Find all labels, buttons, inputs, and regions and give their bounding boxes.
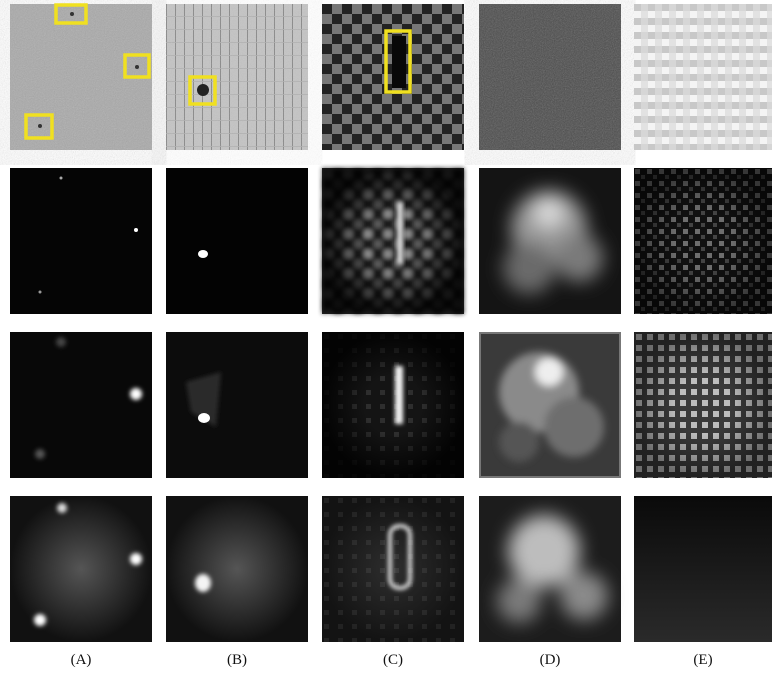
image-part	[544, 397, 604, 457]
image-part	[130, 553, 142, 565]
column-label: (B)	[227, 652, 247, 668]
image-part	[634, 4, 772, 150]
image-part	[198, 413, 210, 423]
tile-d1	[479, 4, 621, 150]
tile-c4	[322, 496, 464, 642]
column-label: (D)	[540, 652, 561, 668]
image-part	[634, 168, 772, 314]
column-label: (A)	[71, 652, 92, 668]
image-part	[322, 168, 464, 314]
image-part	[634, 496, 772, 642]
tile-e2	[634, 168, 772, 314]
image-part	[166, 4, 308, 150]
image-part	[39, 291, 42, 294]
image-part	[10, 496, 152, 642]
image-part	[135, 65, 139, 69]
tile-a1	[10, 4, 152, 150]
image-part	[499, 422, 539, 462]
tile-c2	[322, 168, 464, 314]
tile-b2	[166, 168, 308, 314]
page: (A) (B) (C) (D) (E) (() => { const data …	[0, 0, 774, 674]
image-part	[555, 234, 603, 282]
image-part	[497, 579, 541, 623]
image-part	[70, 12, 74, 16]
image-part	[634, 332, 772, 478]
image-part	[479, 4, 621, 150]
image-part	[34, 614, 46, 626]
image-part	[322, 496, 464, 642]
tile-c1	[322, 4, 464, 150]
image-part	[166, 168, 308, 314]
image-part	[134, 228, 138, 232]
image-part	[508, 515, 580, 587]
tile-a2	[10, 168, 152, 314]
image-part	[35, 449, 45, 459]
image-part	[195, 574, 211, 592]
image-part	[130, 388, 142, 400]
tile-e1	[634, 4, 772, 150]
tile-d3	[479, 332, 621, 478]
tile-d2	[479, 168, 621, 314]
image-part	[535, 199, 563, 227]
image-part	[10, 168, 152, 314]
image-part	[397, 202, 403, 264]
image-part	[166, 332, 308, 478]
image-part	[198, 250, 208, 258]
tile-b4	[166, 496, 308, 642]
figure: (A) (B) (C) (D) (E)	[0, 0, 774, 674]
image-part	[560, 572, 608, 620]
image-part	[57, 503, 67, 513]
image-part	[395, 366, 403, 424]
tile-d4	[479, 496, 621, 642]
image-part	[166, 496, 308, 642]
tile-a3	[10, 332, 152, 478]
image-part	[535, 358, 563, 386]
image-part	[10, 332, 152, 478]
tile-a4	[10, 496, 152, 642]
tile-c3	[322, 332, 464, 478]
image-part	[392, 36, 406, 88]
image-part	[60, 177, 63, 180]
image-part	[38, 124, 42, 128]
image-part	[197, 84, 209, 96]
tile-e4	[634, 496, 772, 642]
image-part	[56, 337, 66, 347]
column-label: (C)	[383, 652, 403, 668]
tile-e3	[634, 332, 772, 478]
tile-b1	[166, 4, 308, 150]
column-label: (E)	[693, 652, 712, 668]
tile-b3	[166, 332, 308, 478]
image-part	[322, 332, 464, 478]
image-part	[503, 242, 555, 294]
